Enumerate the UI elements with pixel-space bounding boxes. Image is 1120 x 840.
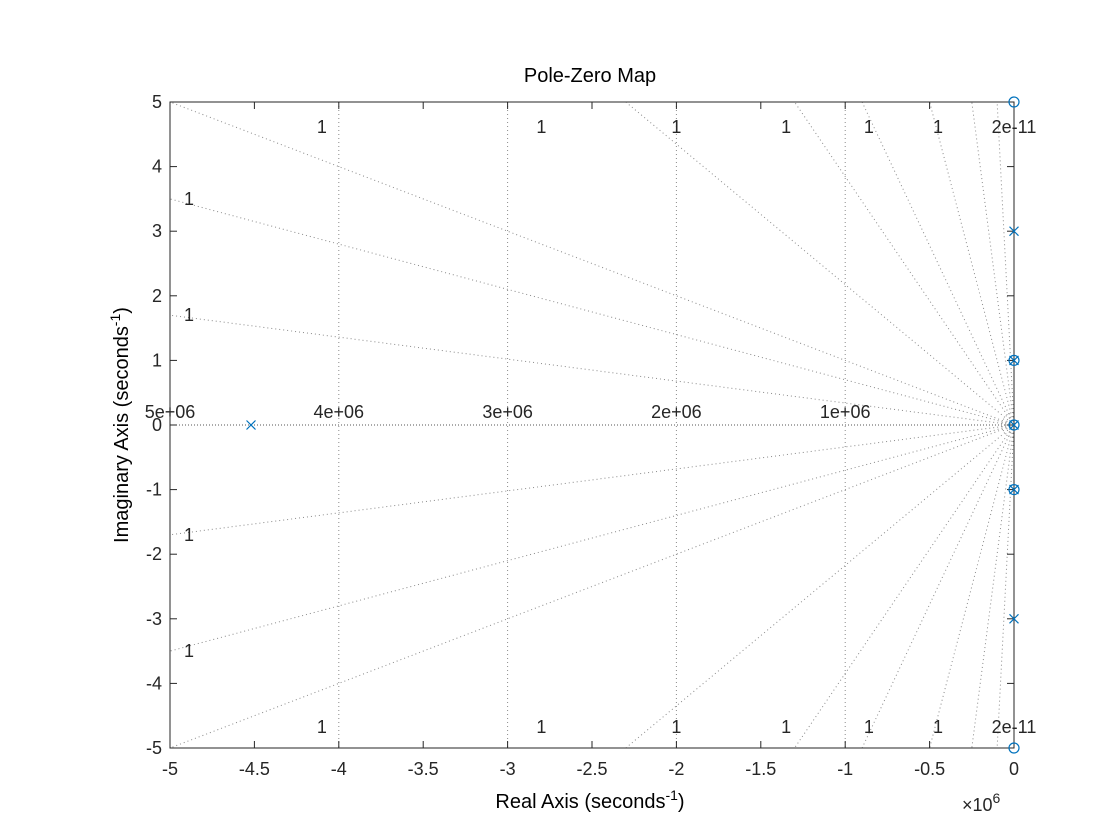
- damping-grid-line: [971, 101, 1015, 426]
- damping-label: 1: [317, 117, 327, 137]
- x-tick-label: 0: [1009, 759, 1019, 779]
- damping-label: 1: [536, 717, 546, 737]
- damping-grid-line: [625, 424, 1015, 749]
- marker-layer: [246, 96, 1020, 754]
- x-axis-multiplier: ×106: [962, 790, 1001, 815]
- frequency-label: 4e+06: [314, 402, 365, 422]
- y-tick-label: 2: [152, 286, 162, 306]
- pole-marker: [1009, 420, 1019, 430]
- y-axis-label: Imaginary Axis (seconds-1): [107, 307, 133, 543]
- x-tick-label: -2.5: [576, 759, 607, 779]
- frequency-label: 2e+06: [651, 402, 702, 422]
- damping-label: 1: [781, 717, 791, 737]
- damping-label: 1: [933, 117, 943, 137]
- damping-grid-line: [794, 101, 1015, 426]
- damping-label: 1: [864, 117, 874, 137]
- pole-marker: [1009, 355, 1019, 366]
- zero-marker: [1008, 419, 1020, 431]
- damping-grid-line: [996, 101, 1015, 426]
- y-tick-label: 5: [152, 92, 162, 112]
- zero-marker: [1008, 354, 1020, 366]
- zero-marker: [1008, 742, 1020, 754]
- damping-grid-line: [169, 314, 1015, 426]
- y-tick-label: -5: [146, 738, 162, 758]
- damping-label: 1: [781, 117, 791, 137]
- y-tick-label: -3: [146, 609, 162, 629]
- x-tick-label: -0.5: [914, 759, 945, 779]
- pole-marker: [246, 420, 256, 430]
- y-tick-label: 0: [152, 415, 162, 435]
- tick-layer: -5 -4.5 -4 -3.5 -3 -2.5 -2 -1.5 -1 -0.5 0 5 4 3 2 1 0 -1 -…: [146, 92, 1019, 779]
- pole-marker: [1009, 484, 1019, 495]
- damping-grid-line: [929, 424, 1015, 749]
- x-tick-label: -2: [668, 759, 684, 779]
- damping-label: 1: [864, 717, 874, 737]
- damping-grid-line: [625, 101, 1015, 426]
- damping-grid-line: [169, 101, 1015, 426]
- x-tick-label: -5: [162, 759, 178, 779]
- x-tick-label: -1: [837, 759, 853, 779]
- pole-marker: [1009, 226, 1019, 237]
- damping-grid-line: [861, 424, 1015, 749]
- damping-label: 1: [671, 117, 681, 137]
- y-tick-label: -2: [146, 544, 162, 564]
- damping-grid-line: [169, 424, 1015, 536]
- x-tick-label: -4: [331, 759, 347, 779]
- y-tick-label: -1: [146, 480, 162, 500]
- damping-label: 1: [933, 717, 943, 737]
- damping-label: 1: [184, 525, 194, 545]
- damping-label: 1: [184, 641, 194, 661]
- pole-marker: [1009, 613, 1019, 624]
- x-tick-label: -1.5: [745, 759, 776, 779]
- damping-label: 1: [184, 189, 194, 209]
- x-tick-label: -3: [500, 759, 516, 779]
- x-tick-label: -3.5: [408, 759, 439, 779]
- damping-label: 1: [671, 717, 681, 737]
- damping-grid-line: [169, 198, 1015, 426]
- y-tick-label: 3: [152, 221, 162, 241]
- frequency-grid-arc: [1005, 416, 1015, 434]
- y-tick-label: 1: [152, 350, 162, 370]
- frequency-grid-arc: [1001, 412, 1015, 438]
- chart-title: Pole-Zero Map: [524, 65, 656, 87]
- zero-marker: [1008, 484, 1020, 496]
- frequency-label: 3e+06: [482, 402, 533, 422]
- zero-marker: [1008, 96, 1020, 108]
- damping-grid-line: [971, 424, 1015, 749]
- damping-grid-line: [169, 424, 1015, 749]
- y-tick-label: 4: [152, 157, 162, 177]
- damping-grid-line: [169, 424, 1015, 652]
- frequency-label: 1e+06: [820, 402, 871, 422]
- damping-label: 1: [536, 117, 546, 137]
- damping-grid-line: [794, 424, 1015, 749]
- damping-grid-line: [996, 424, 1015, 749]
- damping-label: 1: [184, 305, 194, 325]
- damping-grid-line: [861, 101, 1015, 426]
- damping-label: 1: [317, 717, 327, 737]
- x-axis-label: Real Axis (seconds-1): [495, 787, 684, 813]
- y-tick-label: -4: [146, 673, 162, 693]
- x-tick-label: -4.5: [239, 759, 270, 779]
- damping-grid-line: [929, 101, 1015, 426]
